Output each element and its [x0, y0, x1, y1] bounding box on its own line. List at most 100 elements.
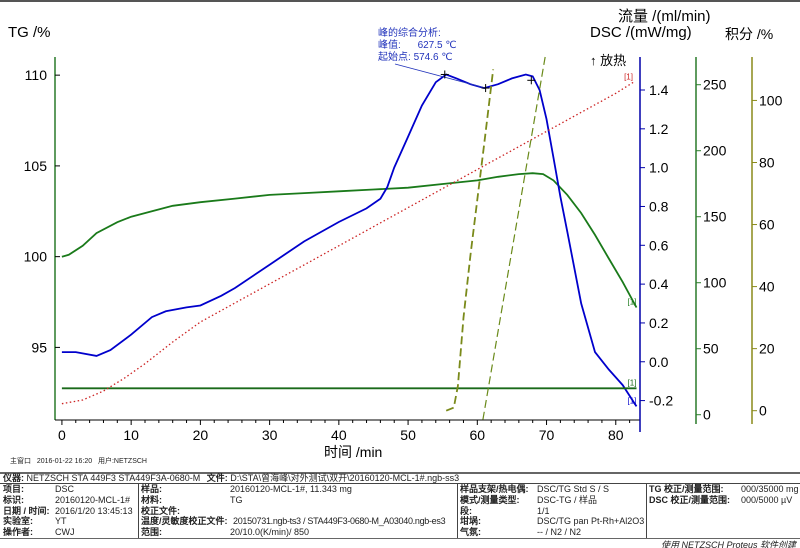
info-value: 20150731.ngb-ts3 / STA449F3-0680-M_A0304… — [233, 516, 446, 527]
instrument-row: 仪器: NETZSCH STA 449F3 STA449F3A-0680-M 文… — [3, 473, 459, 483]
tg-tick-label: 105 — [24, 158, 48, 174]
instrument-label: 仪器: — [3, 473, 24, 483]
series-积分-line — [445, 69, 495, 412]
dsc-tick-label: 0.2 — [649, 315, 669, 331]
series-end-marker: [1] — [628, 378, 637, 387]
onset-label: 起始点: — [378, 52, 411, 63]
flow-tick-label: 100 — [703, 275, 727, 291]
x-tick-label: 30 — [262, 427, 278, 443]
x-tick-label: 60 — [470, 427, 486, 443]
column-divider — [646, 483, 647, 538]
info-value: CWJ — [55, 527, 75, 538]
info-value: 20160120-MCL-1#, 11.343 mg — [230, 484, 352, 494]
dsc-tick-label: 1.2 — [649, 121, 669, 137]
peak-analysis-annotation: 峰的综合分析: 峰值: 627.5 ℃ 起始点: 574.6 ℃ — [378, 28, 457, 64]
user-label: 用户: — [97, 458, 114, 465]
footer-credit: 使用 NETZSCH Proteus 软件创建 — [660, 540, 796, 548]
info-label: 样品: — [141, 484, 162, 494]
x-tick-label: 10 — [123, 427, 139, 443]
info-value: TG — [230, 494, 243, 505]
instrument-value: NETZSCH STA 449F3 STA449F3A-0680-M — [26, 473, 201, 483]
flow-tick-label: 0 — [703, 407, 711, 423]
integral-tick-label: 20 — [759, 341, 775, 357]
info-value: YT — [55, 516, 67, 527]
info-label: 模式/测量类型: — [460, 494, 520, 505]
table-divider — [0, 483, 800, 484]
flow-axis-label: 流量 /(ml/min) — [618, 8, 711, 25]
info-label: 校正文件: — [141, 505, 180, 516]
info-label: 标识: — [3, 494, 24, 505]
tg-tick-label: 110 — [25, 67, 48, 83]
dsc-tick-label: 0.4 — [649, 276, 669, 292]
integral-tick-label: 40 — [759, 279, 775, 295]
file-label: 文件: — [206, 473, 228, 483]
info-label: 气氛: — [460, 527, 481, 538]
print-datetime: 2016-01-22 16:20 — [36, 458, 93, 465]
tg-axis-label: TG /% — [8, 24, 51, 41]
window-status: 主窗口 2016-01-22 16:20 用户:NETZSCH — [10, 458, 147, 466]
onset-value: 574.6 ℃ — [413, 52, 453, 63]
info-value: DSC/TG pan Pt-Rh+Al2O3 — [537, 516, 645, 527]
info-value: 000/35000 mg — [741, 484, 799, 494]
measurement-info-table — [0, 472, 800, 539]
tangent-line — [482, 56, 546, 421]
info-label: 项目: — [3, 484, 24, 494]
dsc-axis-label: DSC /(mW/mg) — [590, 24, 692, 41]
info-label: DSC 校正/测量范围: — [649, 494, 731, 505]
exothermic-direction-label: ↑ 放热 — [590, 53, 627, 68]
series-TG-line — [61, 172, 638, 308]
dsc-tick-label: 1.4 — [649, 82, 669, 98]
info-value: DSC/TG Std S / S — [537, 484, 610, 494]
info-label: 实验室: — [3, 516, 33, 527]
x-axis-label: 时间 /min — [324, 444, 383, 460]
info-label: 段: — [460, 505, 472, 516]
series-end-marker: [1] — [628, 396, 637, 405]
file-value: D:\STA\曾海峰\对外测试\双开\20160120-MCL-1#.ngb-s… — [230, 473, 460, 483]
info-label: 坩埚: — [460, 516, 481, 527]
user-name: NETZSCH — [113, 458, 147, 465]
x-tick-label: 80 — [608, 427, 624, 443]
info-label: 材料: — [141, 494, 162, 505]
info-value: 20160120-MCL-1# — [55, 494, 131, 505]
peak-label: 峰值: — [378, 40, 401, 51]
integral-axis-label: 积分 /% — [725, 26, 774, 42]
info-label: 日期 / 时间: — [3, 505, 50, 516]
series-温度-line — [61, 81, 634, 405]
flow-tick-label: 50 — [703, 341, 719, 357]
info-value: 20/10.0(K/min)/ 850 — [230, 527, 310, 538]
dsc-tick-label: 0.0 — [649, 354, 669, 370]
flow-tick-label: 200 — [703, 143, 727, 159]
series-end-marker: [1] — [628, 297, 637, 306]
annotation-leader-line — [394, 63, 486, 89]
thermal-analysis-chart: 0 10 20 30 40 50 60 70 80 95 100 105 110 -0.2 0.0 0.2 0.… — [24, 56, 783, 443]
peak-value: 627.5 ℃ — [417, 40, 457, 51]
dsc-tick-label: 0.6 — [649, 237, 669, 253]
series-DSC-line — [61, 73, 638, 407]
window-name: 主窗口 — [10, 458, 31, 465]
integral-tick-label: 60 — [759, 217, 775, 233]
x-tick-label: 40 — [331, 427, 347, 443]
integral-tick-label: 100 — [759, 92, 783, 108]
info-value: 2016/1/20 13:45:13 — [55, 505, 133, 516]
info-label: 范围: — [141, 527, 162, 538]
dsc-tick-label: 1.0 — [649, 160, 669, 176]
x-tick-label: 20 — [193, 427, 209, 443]
column-divider — [457, 483, 458, 538]
series-end-marker: [1] — [624, 72, 633, 81]
info-label: 样品支架/热电偶: — [460, 484, 529, 494]
info-value: DSC — [55, 484, 75, 494]
info-value: 1/1 — [537, 505, 550, 516]
x-tick-label: 50 — [400, 427, 416, 443]
flow-tick-label: 250 — [703, 77, 727, 93]
x-tick-label: 70 — [539, 427, 555, 443]
info-label: 操作者: — [3, 527, 33, 538]
tg-tick-label: 95 — [31, 339, 47, 355]
info-label: 温度/灵敏度校正文件: — [141, 516, 228, 527]
info-value: 000/5000 µV — [741, 494, 793, 505]
dsc-tick-label: -0.2 — [649, 393, 673, 409]
integral-tick-label: 0 — [759, 403, 767, 419]
column-divider — [138, 483, 139, 538]
tg-tick-label: 100 — [24, 249, 48, 265]
info-value: -- / N2 / N2 — [537, 527, 582, 538]
